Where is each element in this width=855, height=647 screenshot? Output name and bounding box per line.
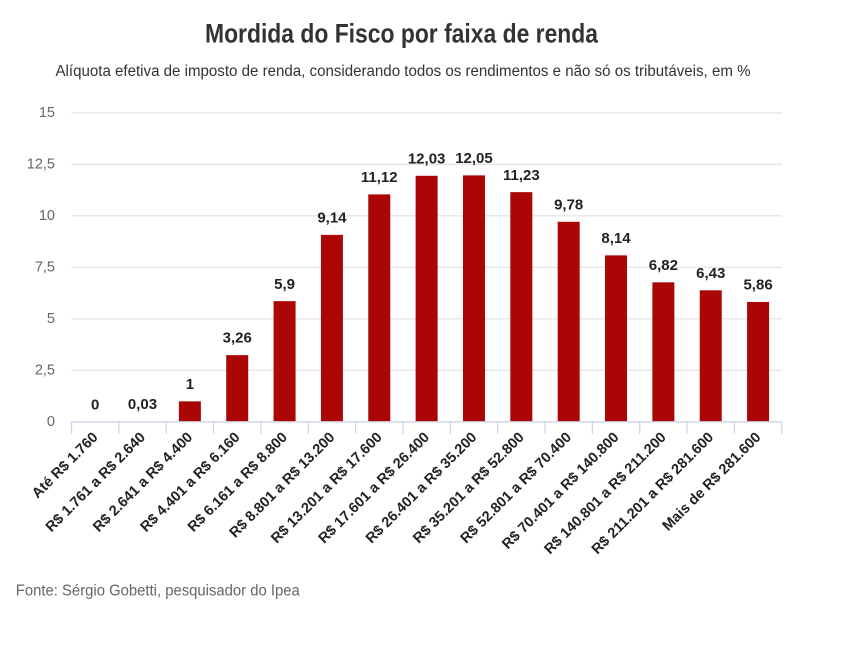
svg-text:5,86: 5,86 [743, 277, 772, 294]
svg-text:12,03: 12,03 [408, 150, 446, 167]
svg-text:Mordida do Fisco por faixa de: Mordida do Fisco por faixa de renda [205, 19, 599, 49]
svg-text:0: 0 [47, 414, 55, 430]
svg-text:11,23: 11,23 [503, 167, 540, 184]
svg-text:7,5: 7,5 [35, 259, 55, 275]
svg-text:Alíquota efetiva de imposto de: Alíquota efetiva de imposto de renda, co… [56, 63, 751, 80]
svg-text:8,14: 8,14 [601, 230, 631, 247]
svg-text:5: 5 [47, 311, 55, 327]
svg-text:3,26: 3,26 [223, 330, 252, 347]
svg-text:10: 10 [39, 208, 55, 224]
svg-text:11,12: 11,12 [361, 169, 398, 186]
svg-text:1: 1 [186, 376, 194, 393]
svg-text:9,14: 9,14 [317, 209, 347, 226]
svg-text:2,5: 2,5 [35, 362, 55, 378]
svg-text:9,78: 9,78 [554, 196, 583, 213]
svg-text:12,5: 12,5 [27, 156, 55, 172]
svg-text:5,9: 5,9 [274, 276, 295, 293]
svg-text:12,05: 12,05 [455, 150, 493, 167]
svg-text:6,82: 6,82 [649, 257, 678, 274]
svg-text:15: 15 [39, 105, 55, 121]
svg-text:0: 0 [91, 396, 99, 413]
svg-text:0,03: 0,03 [128, 396, 157, 413]
svg-text:Fonte: Sérgio Gobetti, pesquis: Fonte: Sérgio Gobetti, pesquisador do Ip… [16, 582, 300, 599]
svg-text:6,43: 6,43 [696, 265, 725, 282]
